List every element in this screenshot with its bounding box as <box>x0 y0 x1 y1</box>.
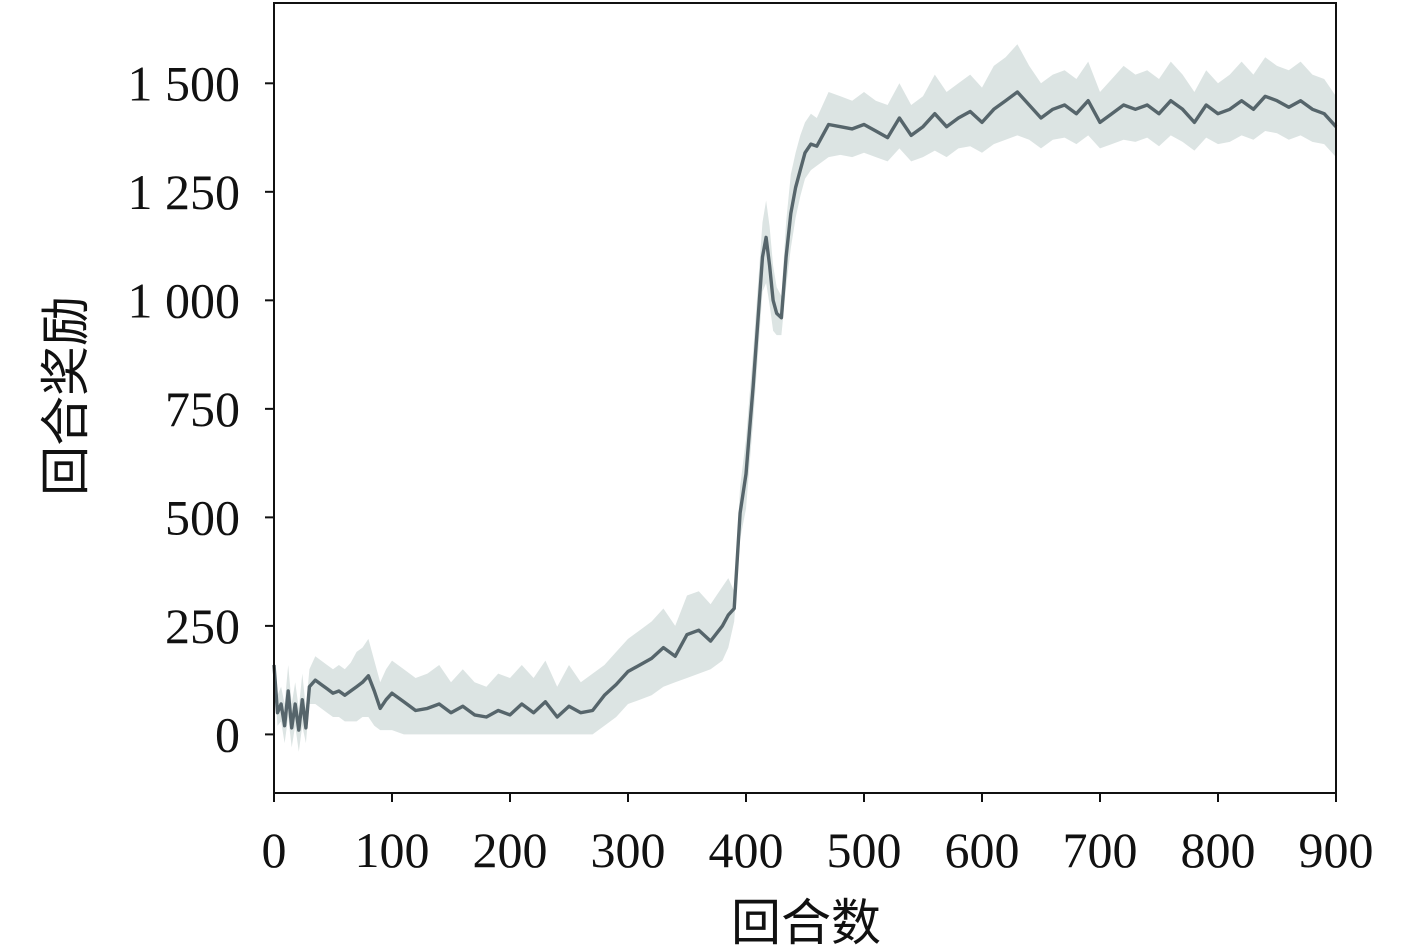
y-axis: 0 250 500 750 1 000 1 250 1 500 <box>128 55 274 762</box>
x-tick-label: 800 <box>1181 822 1256 878</box>
y-tick-label: 0 <box>215 706 240 762</box>
x-tick-label: 900 <box>1299 822 1374 878</box>
y-tick-label: 1 250 <box>128 164 241 220</box>
x-axis-title: 回合数 <box>731 894 881 950</box>
y-tick-label: 1 500 <box>128 55 241 111</box>
x-axis: 0 100 200 300 400 500 600 700 800 900 <box>262 793 1374 878</box>
x-tick-label: 400 <box>709 822 784 878</box>
series-line <box>272 90 1338 732</box>
x-tick-label: 200 <box>473 822 548 878</box>
x-tick-label: 600 <box>945 822 1020 878</box>
y-tick-label: 750 <box>165 381 240 437</box>
plot-frame <box>273 2 1337 794</box>
plot-area <box>272 44 1338 752</box>
x-tick-label: 500 <box>827 822 902 878</box>
y-tick-label: 1 000 <box>128 272 241 328</box>
x-tick-label: 0 <box>262 822 287 878</box>
y-tick-label: 500 <box>165 489 240 545</box>
y-tick-label: 250 <box>165 598 240 654</box>
x-tick-label: 300 <box>591 822 666 878</box>
x-tick-label: 100 <box>355 822 430 878</box>
y-axis-title: 回合奖励 <box>37 296 95 496</box>
confidence-band <box>274 44 1336 752</box>
x-tick-label: 700 <box>1063 822 1138 878</box>
